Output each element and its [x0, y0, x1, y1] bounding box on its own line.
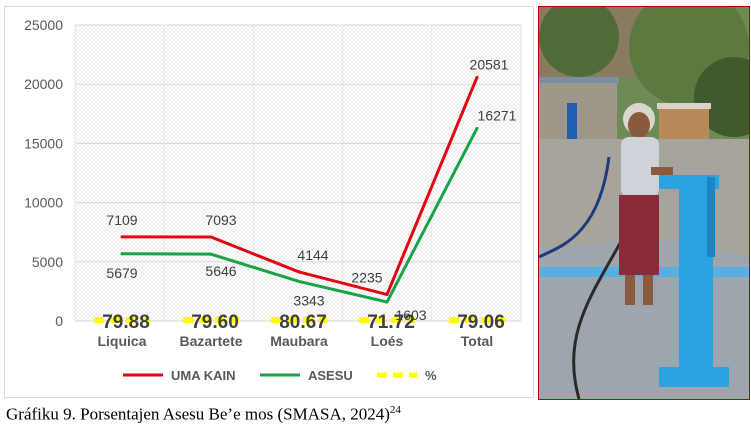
data-label-uma-kain: 2235	[351, 270, 382, 286]
x-tick-label: Total	[461, 333, 493, 349]
x-tick-label: Bazartete	[179, 333, 242, 349]
data-point	[209, 252, 213, 256]
legend-label: UMA KAIN	[171, 368, 236, 383]
data-label-asesu: 3343	[293, 292, 324, 308]
data-label-percent: 79.06	[457, 312, 505, 333]
y-tick-label: 10000	[24, 195, 63, 211]
data-label-percent: 79.88	[102, 312, 150, 333]
chart-frame: 0 5000 10000 15000 20000 25000 Liquica Bazarte…	[4, 6, 534, 398]
data-label-asesu: 5646	[205, 263, 236, 279]
series-lines	[120, 75, 479, 304]
data-point	[297, 270, 301, 274]
y-tick-label: 25000	[24, 17, 63, 33]
data-point	[475, 75, 479, 79]
x-tick-label: Liquica	[97, 333, 146, 349]
data-label-uma-kain: 7109	[106, 212, 137, 228]
legend: UMA KAIN ASESU%	[123, 368, 437, 383]
x-tick-label: Maubara	[270, 333, 328, 349]
y-tick-label: 0	[55, 313, 63, 329]
data-label-asesu: 5679	[106, 265, 137, 281]
caption-footnote: 24	[389, 404, 401, 416]
data-point	[297, 279, 301, 283]
data-point	[385, 293, 389, 297]
data-label-asesu: 1603	[395, 307, 426, 323]
data-label-percent: 79.60	[191, 312, 239, 333]
y-tick-label: 15000	[24, 135, 63, 151]
y-tick-label: 20000	[24, 76, 63, 92]
data-point	[475, 126, 479, 130]
data-label-asesu: 16271	[478, 107, 517, 123]
x-tick-label: Loés	[371, 333, 404, 349]
caption-text: Gráfiku 9. Porsentajen Asesu Be’e mos (S…	[6, 404, 390, 424]
data-point	[209, 235, 213, 239]
data-label-percent: 80.67	[279, 312, 327, 333]
data-point	[120, 235, 124, 239]
data-label-percent: 71.72	[367, 312, 415, 333]
y-axis-ticks: 0 5000 10000 15000 20000 25000	[24, 17, 63, 329]
line-chart: 0 5000 10000 15000 20000 25000 Liquica Bazarte…	[24, 17, 522, 383]
data-point	[120, 252, 124, 256]
figure-caption: Gráfiku 9. Porsentajen Asesu Be’e mos (S…	[6, 404, 401, 425]
photo-illustration	[539, 7, 749, 399]
y-tick-label: 5000	[32, 254, 63, 270]
data-labels: 7109 7093 4144 2235 20581 5679 5646 3343 1603 162…	[102, 56, 516, 333]
data-label-uma-kain: 4144	[297, 247, 328, 263]
x-axis-ticks: Liquica Bazartete Maubara Loés Total	[97, 333, 493, 349]
data-point	[385, 300, 389, 304]
data-label-uma-kain: 20581	[470, 56, 509, 72]
gridlines	[74, 24, 522, 322]
photo-woman-at-water-tap	[538, 6, 750, 400]
legend-label: ASESU	[308, 368, 353, 383]
legend-label: %	[425, 368, 437, 383]
data-label-uma-kain: 7093	[205, 212, 236, 228]
